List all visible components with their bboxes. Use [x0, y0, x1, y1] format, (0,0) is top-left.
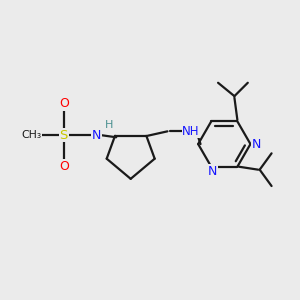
Text: O: O — [59, 98, 69, 110]
Text: CH₃: CH₃ — [21, 130, 41, 140]
Text: N: N — [208, 165, 218, 178]
Text: O: O — [59, 160, 69, 173]
Text: N: N — [252, 138, 261, 151]
Text: H: H — [105, 120, 113, 130]
Text: NH: NH — [182, 125, 200, 138]
Text: S: S — [60, 129, 68, 142]
Text: N: N — [92, 129, 101, 142]
